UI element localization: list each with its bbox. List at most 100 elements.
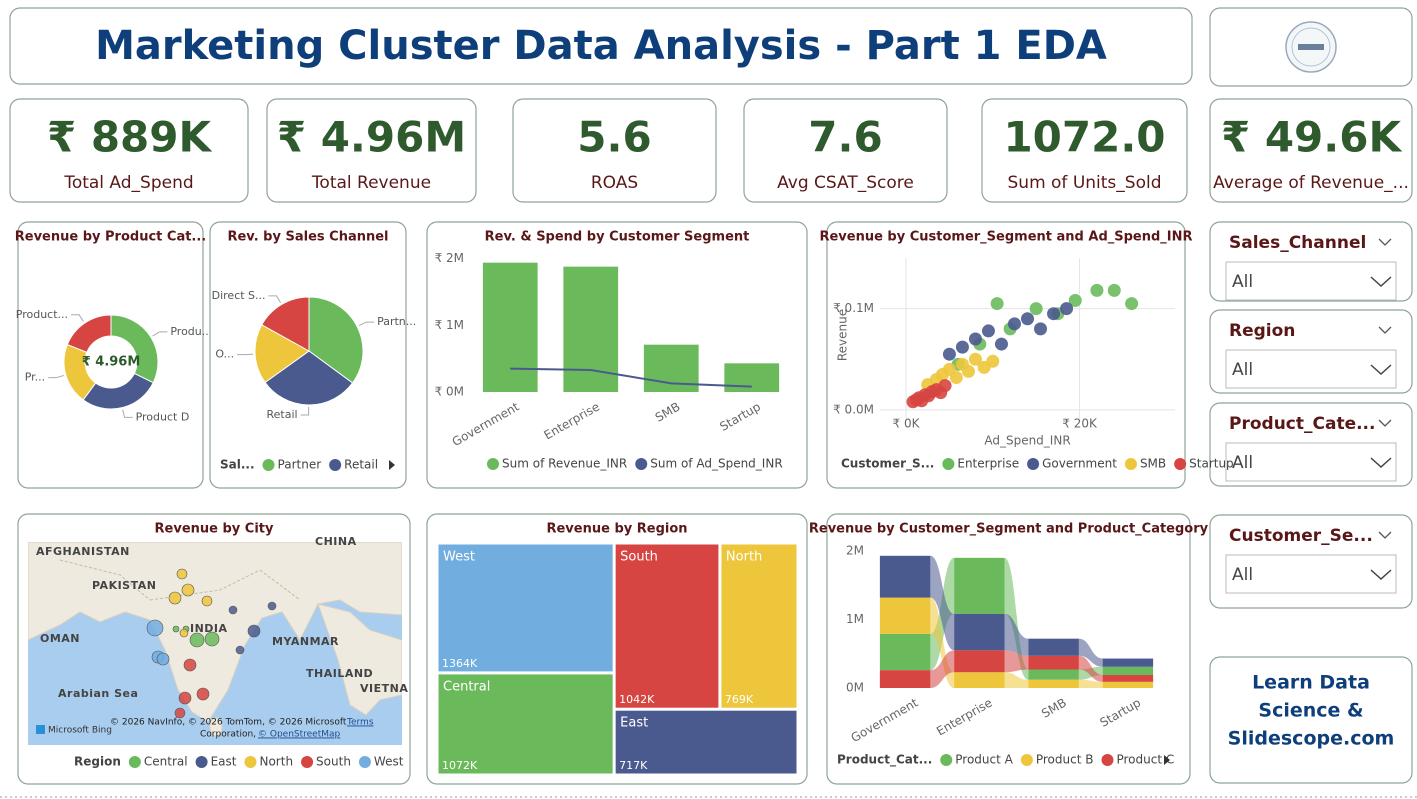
x-tick-label: ₹ 20K (1062, 417, 1098, 431)
card (1209, 656, 1413, 784)
ribbon (930, 650, 955, 688)
dropdown-chevron (1370, 457, 1392, 469)
point (994, 337, 1008, 351)
legend-marker (1101, 754, 1114, 766)
point (981, 324, 995, 338)
card (512, 98, 717, 203)
legend-label: Sum of Revenue_INR (502, 457, 627, 471)
leader-line (268, 295, 282, 303)
slicer-dropdown[interactable] (1225, 261, 1397, 301)
title-card (9, 7, 1193, 85)
slicer-title: Customer_Se... (1229, 526, 1373, 546)
legend-label: Product A (955, 753, 1013, 767)
land (209, 717, 223, 737)
legend-label: Startup (1189, 457, 1234, 471)
slicer-dropdown[interactable] (1225, 349, 1397, 389)
chart-title: Revenue by Product Cat... (15, 230, 207, 245)
leader-line (152, 331, 168, 337)
ribbon (1078, 638, 1103, 667)
legend-title: Region (74, 755, 121, 769)
kpi-value: 7.6 (808, 113, 882, 162)
legend-label: Government (1042, 457, 1117, 471)
legend-label: Central (144, 755, 188, 769)
point (955, 340, 969, 354)
ribbon-column (954, 650, 1005, 673)
chart-title: Rev. & Spend by Customer Segment (485, 230, 750, 245)
map-label: CHINA (315, 535, 357, 548)
point (986, 354, 1000, 368)
map-label: AFGHANISTAN (36, 545, 130, 558)
kpi-label: Avg CSAT_Score (777, 173, 914, 193)
point (1068, 294, 1082, 308)
city-bubble[interactable] (196, 687, 210, 701)
city-bubble[interactable] (179, 628, 189, 638)
city-bubble[interactable] (204, 631, 220, 647)
legend-label: North (259, 755, 293, 769)
slicer-title: Region (1229, 321, 1295, 341)
legend-marker (128, 756, 141, 768)
legend-title: Product_Cat... (837, 753, 932, 768)
card (826, 221, 1186, 489)
ribbon-column (879, 597, 931, 634)
dropdown-chevron (1370, 569, 1392, 581)
kpi-value: 1072.0 (1003, 113, 1165, 162)
card (17, 221, 204, 489)
city-bubble[interactable] (172, 625, 180, 633)
point (938, 379, 952, 393)
city-bubble[interactable] (168, 591, 182, 605)
slicer-chevron (1378, 238, 1392, 246)
y-tick-label: 1M (846, 612, 864, 626)
kpi-label: Sum of Units_Sold (1008, 173, 1162, 193)
legend-label: Product B (1036, 753, 1094, 767)
promo-text: Learn Data (1252, 672, 1370, 694)
city-bubble[interactable] (174, 707, 186, 719)
slicer-dropdown[interactable] (1225, 554, 1397, 594)
chart-title: Revenue by Customer_Segment and Product_… (809, 522, 1209, 537)
ribbon (1078, 655, 1103, 682)
promo-text: Science & (1258, 700, 1363, 722)
ribbon-column (954, 672, 1005, 688)
city-bubble[interactable] (178, 691, 192, 705)
ribbon-column (1102, 658, 1154, 667)
map (28, 542, 402, 745)
ribbon-column (1028, 679, 1079, 688)
slicer-dropdown[interactable] (1225, 442, 1397, 482)
point (1125, 297, 1139, 311)
city-bubble[interactable] (183, 658, 197, 672)
leader-line (122, 409, 133, 418)
slicer-chevron (1378, 419, 1392, 427)
card (9, 98, 249, 203)
city-bubble[interactable] (156, 652, 170, 666)
chart-title: Revenue by City (155, 522, 274, 537)
city-bubble[interactable] (228, 605, 238, 615)
point (1029, 302, 1043, 316)
legend-marker (262, 459, 275, 471)
city-bubble[interactable] (201, 595, 213, 607)
legend-scroll[interactable] (1164, 755, 1170, 765)
legend-scroll[interactable] (389, 460, 395, 470)
city-bubble[interactable] (176, 568, 188, 580)
map-terms[interactable]: Terms (346, 718, 374, 728)
city-bubble[interactable] (189, 632, 205, 648)
map-osm[interactable]: © OpenStreetMap (258, 730, 341, 740)
city-bubble[interactable] (247, 624, 261, 638)
point (1090, 283, 1104, 297)
slicer-value: All (1232, 360, 1253, 380)
treemap-tile (721, 544, 797, 708)
kpi-value: ₹ 889K (47, 113, 213, 162)
legend-title: Sal... (220, 458, 255, 472)
city-bubble[interactable] (235, 645, 245, 655)
city-bubble[interactable] (146, 619, 164, 637)
treemap-tile (615, 710, 797, 774)
tile-value: 717K (619, 759, 648, 772)
logo-ring (1291, 27, 1331, 67)
tile-value: 1072K (442, 759, 478, 772)
y-tick-label: 0M (846, 681, 864, 695)
bar (724, 363, 780, 392)
city-bubble[interactable] (181, 583, 195, 597)
slice-label: Retail (267, 408, 298, 421)
map-label: THAILAND (306, 667, 373, 680)
logo-mark (1298, 44, 1324, 50)
city-bubble[interactable] (267, 601, 277, 611)
bar (482, 262, 538, 392)
